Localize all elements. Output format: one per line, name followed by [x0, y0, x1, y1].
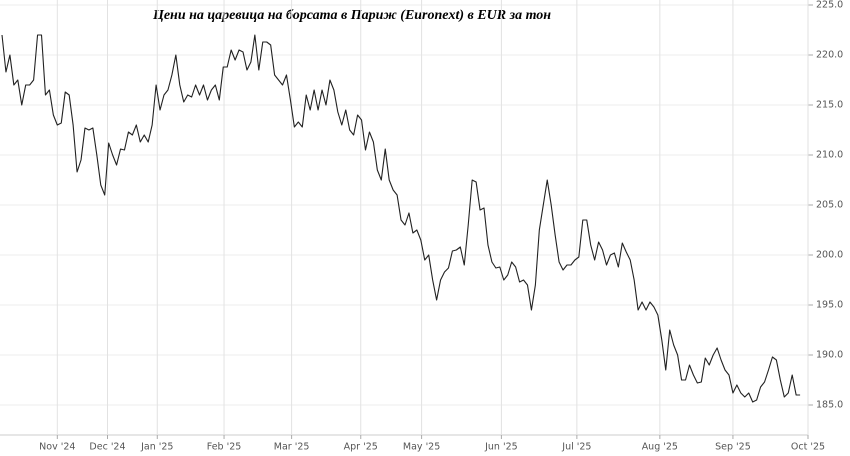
x-tick-label: Dec '24 — [89, 442, 125, 453]
x-tick-label: Apr '25 — [344, 442, 378, 453]
x-tick-label: Feb '25 — [207, 442, 242, 453]
x-tick-label: May '25 — [403, 442, 440, 453]
y-tick-label: 185.0 — [816, 400, 843, 411]
x-tick-label: Nov '24 — [39, 442, 75, 453]
y-tick-label: 215.0 — [816, 100, 843, 111]
x-tick-label: Oct '25 — [791, 442, 825, 453]
y-tick-label: 220.0 — [816, 50, 843, 61]
x-tick-label: Jan '25 — [140, 442, 173, 453]
x-tick-label: Mar '25 — [274, 442, 310, 453]
x-tick-label: Jun '25 — [484, 442, 518, 453]
x-tick-label: Jul '25 — [561, 442, 591, 453]
price-line — [1, 34, 801, 403]
y-tick-label: 210.0 — [816, 150, 843, 161]
y-tick-label: 190.0 — [816, 350, 843, 361]
y-tick-label: 195.0 — [816, 300, 843, 311]
x-tick-label: Sep '25 — [715, 442, 751, 453]
y-tick-label: 200.0 — [816, 250, 843, 261]
y-tick-label: 205.0 — [816, 200, 843, 211]
y-tick-label: 225.0 — [816, 0, 843, 11]
chart-title: Цени на царевица на борсата в Париж (Eur… — [152, 8, 551, 23]
x-tick-label: Aug '25 — [642, 442, 678, 453]
